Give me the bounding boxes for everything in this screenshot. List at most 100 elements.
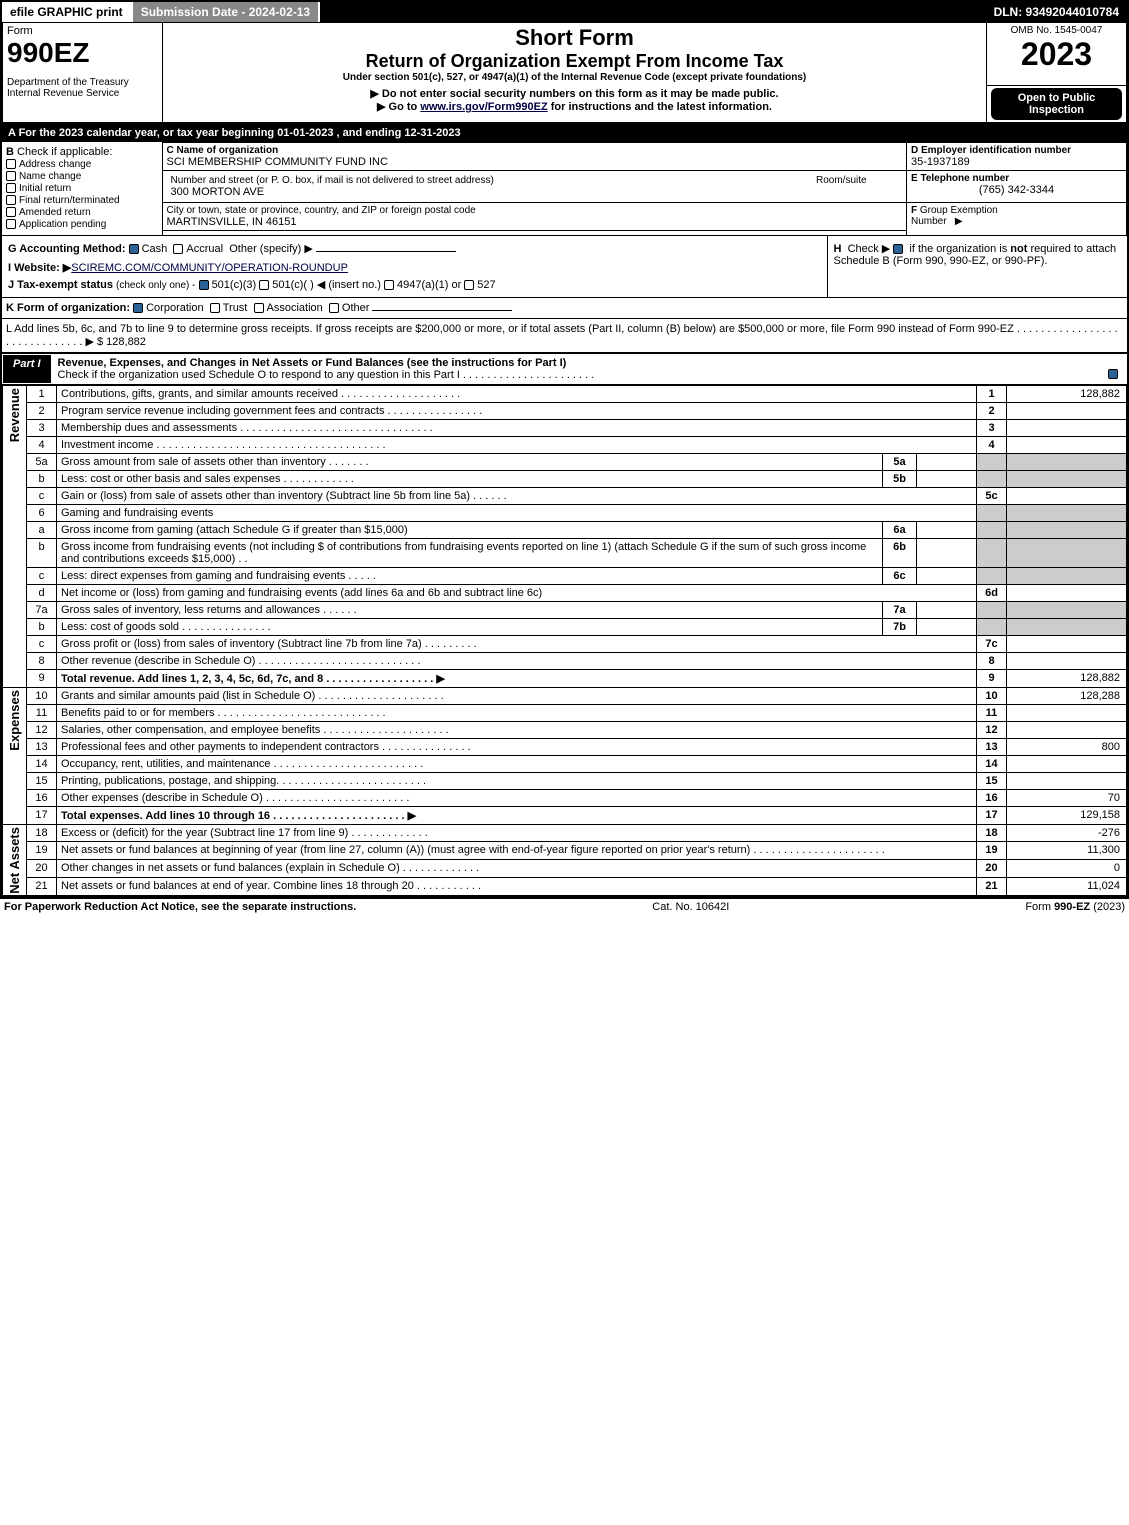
line-value (1007, 487, 1127, 504)
line-number: 11 (27, 704, 57, 721)
line-label: Net income or (loss) from gaming and fun… (57, 584, 977, 601)
line-label: Professional fees and other payments to … (57, 738, 977, 755)
accrual-label: Accrual (186, 243, 223, 255)
j-4947-checkbox[interactable] (384, 280, 394, 290)
box-number: 9 (977, 669, 1007, 687)
line-value (1007, 402, 1127, 419)
box-grey (977, 470, 1007, 487)
line-label: Salaries, other compensation, and employ… (57, 721, 977, 738)
box-number: 5c (977, 487, 1007, 504)
page-footer: For Paperwork Reduction Act Notice, see … (0, 898, 1129, 915)
k-trust-checkbox[interactable] (210, 303, 220, 313)
table-row: dNet income or (loss) from gaming and fu… (3, 584, 1127, 601)
option-checkbox[interactable] (6, 171, 16, 181)
form-number: 990EZ (7, 37, 158, 69)
option-label: Final return/terminated (19, 195, 120, 206)
city-label: City or town, state or province, country… (167, 205, 903, 216)
line-value: 70 (1007, 789, 1127, 806)
sub-box: 6c (883, 567, 917, 584)
box-grey (977, 601, 1007, 618)
line-value: -276 (1007, 824, 1127, 842)
line-number: b (27, 470, 57, 487)
part1-checkbox[interactable] (1108, 369, 1118, 379)
submission-date: Submission Date - 2024-02-13 (133, 2, 320, 22)
irs-link[interactable]: www.irs.gov/Form990EZ (420, 101, 547, 113)
line-label: Other changes in net assets or fund bala… (57, 860, 977, 878)
org-info-table: B Check if applicable: Address changeNam… (2, 142, 1127, 236)
line-number: 21 (27, 878, 57, 896)
value-grey (1007, 453, 1127, 470)
k-assoc-checkbox[interactable] (254, 303, 264, 313)
sub-box: 7b (883, 618, 917, 635)
table-row: cGross profit or (loss) from sales of in… (3, 635, 1127, 652)
box-number: 21 (977, 878, 1007, 896)
value-grey (1007, 521, 1127, 538)
line-number: 9 (27, 669, 57, 687)
option-checkbox[interactable] (6, 183, 16, 193)
box-grey (977, 618, 1007, 635)
line-value (1007, 635, 1127, 652)
box-number: 12 (977, 721, 1007, 738)
line-number: 3 (27, 419, 57, 436)
sub-value (917, 601, 977, 618)
checkbox-row: Initial return (6, 182, 158, 194)
footer-left: For Paperwork Reduction Act Notice, see … (4, 901, 356, 913)
line-number: c (27, 635, 57, 652)
box-number: 11 (977, 704, 1007, 721)
section-vlabel: Expenses (7, 690, 22, 751)
sub-box: 7a (883, 601, 917, 618)
website-value[interactable]: SCIREMC.COM/COMMUNITY/OPERATION-ROUNDUP (71, 262, 348, 274)
part1-tab: Part I (2, 354, 52, 384)
line-label: Gross amount from sale of assets other t… (57, 453, 883, 470)
section-k: K Form of organization: Corporation Trus… (2, 298, 1127, 319)
k-corp-checkbox[interactable] (133, 303, 143, 313)
sub-box: 6b (883, 538, 917, 567)
line-value: 11,024 (1007, 878, 1127, 896)
checkbox-row: Final return/terminated (6, 194, 158, 206)
line-label: Membership dues and assessments . . . . … (57, 419, 977, 436)
j-501c-checkbox[interactable] (259, 280, 269, 290)
section-b-label: B (6, 146, 14, 158)
j-527-checkbox[interactable] (464, 280, 474, 290)
table-row: Revenue1Contributions, gifts, grants, an… (3, 385, 1127, 402)
table-row: bLess: cost of goods sold . . . . . . . … (3, 618, 1127, 635)
line-number: 20 (27, 860, 57, 878)
h-checkbox[interactable] (893, 244, 903, 254)
d-label: D Employer identification number (911, 145, 1122, 156)
open-public: Open to Public Inspection (991, 88, 1122, 120)
cash-checkbox[interactable] (129, 244, 139, 254)
line-number: 13 (27, 738, 57, 755)
option-label: Address change (19, 159, 91, 170)
j-501c3-checkbox[interactable] (199, 280, 209, 290)
sub-value (917, 521, 977, 538)
option-checkbox[interactable] (6, 207, 16, 217)
table-row: 13Professional fees and other payments t… (3, 738, 1127, 755)
line-label: Benefits paid to or for members . . . . … (57, 704, 977, 721)
option-checkbox[interactable] (6, 159, 16, 169)
value-grey (1007, 504, 1127, 521)
line-value: 128,882 (1007, 385, 1127, 402)
option-label: Initial return (19, 183, 71, 194)
line-value (1007, 721, 1127, 738)
value-grey (1007, 567, 1127, 584)
j-label: J Tax-exempt status (8, 279, 113, 291)
option-label: Amended return (19, 207, 91, 218)
j-4947: 4947(a)(1) or (397, 279, 461, 291)
e-label: E Telephone number (911, 173, 1122, 184)
note-ssn: ▶ Do not enter social security numbers o… (167, 87, 982, 100)
table-row: bLess: cost or other basis and sales exp… (3, 470, 1127, 487)
k-other-checkbox[interactable] (329, 303, 339, 313)
sub-value (917, 470, 977, 487)
j-527: 527 (477, 279, 495, 291)
table-row: 15Printing, publications, postage, and s… (3, 772, 1127, 789)
city-value: MARTINSVILLE, IN 46151 (167, 216, 903, 228)
sub-value (917, 618, 977, 635)
option-checkbox[interactable] (6, 219, 16, 229)
line-label: Contributions, gifts, grants, and simila… (57, 385, 977, 402)
form-container: efile GRAPHIC print Submission Date - 20… (0, 0, 1129, 898)
accrual-checkbox[interactable] (173, 244, 183, 254)
option-checkbox[interactable] (6, 195, 16, 205)
line-number: c (27, 487, 57, 504)
part1-check-note: Check if the organization used Schedule … (58, 369, 1121, 381)
box-number: 14 (977, 755, 1007, 772)
